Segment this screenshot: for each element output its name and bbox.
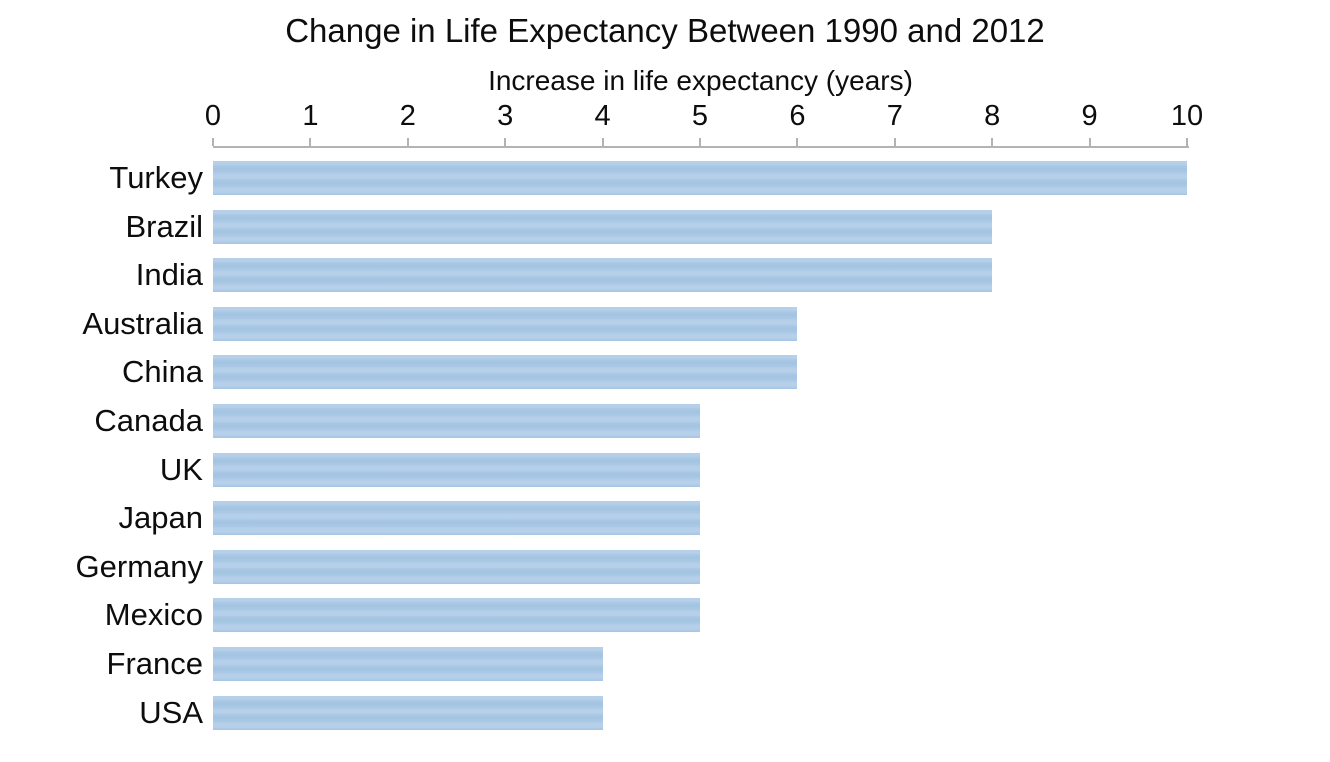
category-label: Japan <box>118 500 203 535</box>
category-label: India <box>135 257 203 292</box>
x-axis-tick-label: 10 <box>1170 100 1204 132</box>
category-label: Turkey <box>109 160 203 195</box>
x-axis-tick-label: 6 <box>789 100 806 132</box>
x-axis-tick-mark <box>212 138 214 146</box>
x-axis-tick-mark <box>1186 138 1188 146</box>
category-label: Brazil <box>125 209 203 244</box>
bar <box>213 550 700 584</box>
category-label: UK <box>159 452 203 487</box>
x-axis-tick-label: 0 <box>204 100 222 132</box>
x-axis-tick-mark <box>1088 138 1091 146</box>
x-axis-tick-label: 4 <box>594 100 611 132</box>
category-label: Australia <box>82 306 203 341</box>
category-label: France <box>106 646 203 681</box>
bar <box>213 161 1187 195</box>
x-axis-tick-mark <box>796 138 799 146</box>
x-axis-tick-label: 9 <box>1081 100 1098 132</box>
bar <box>213 258 992 292</box>
bar <box>213 501 700 535</box>
category-label: Germany <box>75 549 203 584</box>
x-axis-tick-mark <box>991 138 994 146</box>
category-label: USA <box>139 695 203 730</box>
bar <box>213 598 700 632</box>
x-axis-tick-mark <box>699 138 701 146</box>
x-axis-tick-label: 8 <box>984 100 1001 132</box>
x-axis-line <box>213 146 1189 148</box>
chart-title: Change in Life Expectancy Between 1990 a… <box>285 12 1045 49</box>
x-axis-tick-mark <box>309 138 312 146</box>
x-axis-tick-label: 5 <box>691 100 709 132</box>
bar <box>213 355 797 389</box>
bar <box>213 210 992 244</box>
x-axis-tick-mark <box>406 138 409 146</box>
x-axis-tick-label: 1 <box>302 100 319 132</box>
bar <box>213 404 700 438</box>
x-axis-label: Increase in life expectancy (years) <box>488 65 913 96</box>
x-axis-tick-mark <box>504 138 507 146</box>
x-axis-tick-mark <box>893 138 896 146</box>
bar <box>213 696 603 730</box>
x-axis-tick-mark <box>601 138 604 146</box>
x-axis-tick-label: 7 <box>886 100 903 132</box>
bar <box>213 307 797 341</box>
category-label: Mexico <box>104 597 203 632</box>
category-label: Canada <box>94 403 203 438</box>
bar <box>213 453 700 487</box>
x-axis-tick-label: 3 <box>497 100 514 132</box>
bar <box>213 647 603 681</box>
x-axis-tick-label: 2 <box>399 100 416 132</box>
category-label: China <box>122 354 203 389</box>
